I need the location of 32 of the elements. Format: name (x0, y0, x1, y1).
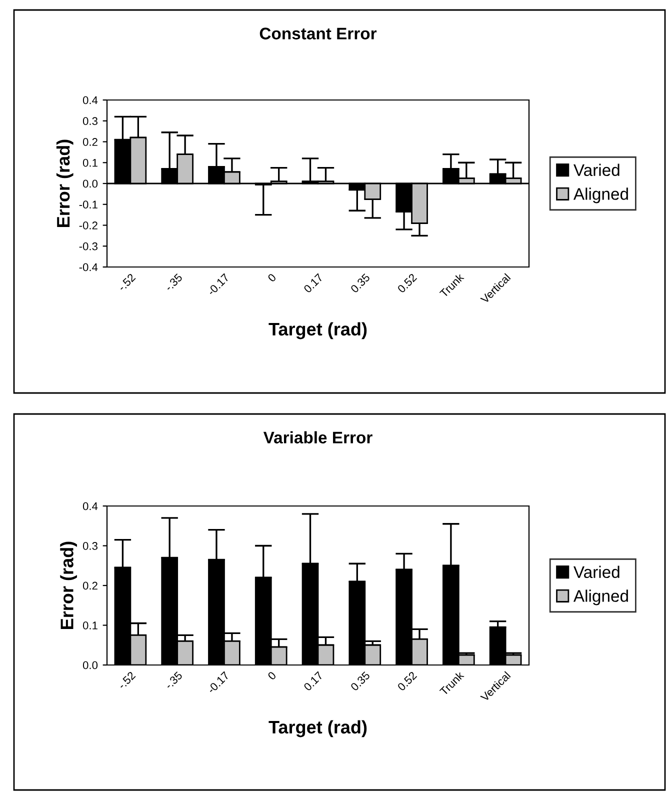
x-tick-label: 0.52 (397, 273, 418, 294)
y-tick-label: 0.0 (82, 661, 98, 670)
y-tick-label: 0.4 (82, 96, 98, 104)
x-axis-title: Target (rad) (268, 322, 367, 340)
y-tick-label: 0.1 (82, 622, 98, 630)
y-axis-title: Error (rad) (56, 140, 74, 227)
x-tick-label: -.52 (117, 273, 136, 292)
y-tick-label: -0.1 (79, 200, 98, 209)
y-tick-label: 0.2 (82, 138, 98, 146)
y-tick-label: 0.1 (82, 158, 98, 167)
x-axis-title: Target (rad) (268, 720, 367, 738)
legend-label: Varied (574, 566, 620, 578)
x-tick-label: -.35 (164, 273, 183, 292)
x-tick-label: 0 (267, 671, 277, 680)
legend-label: Aligned (573, 590, 628, 606)
x-tick-label: -.52 (117, 671, 136, 690)
x-tick-label: -.35 (164, 671, 183, 690)
y-tick-label: 0.3 (82, 542, 98, 550)
chart-title: Variable Error (263, 431, 372, 444)
y-tick-label: 0.2 (82, 582, 98, 590)
y-tick-label: -0.2 (79, 222, 98, 230)
y-tick-label: 0.4 (82, 502, 98, 510)
x-tick-label: 0.52 (397, 671, 418, 692)
chart-title: Constant Error (260, 28, 377, 40)
y-tick-label: -0.3 (79, 242, 98, 250)
y-tick-label: 0.0 (82, 180, 98, 188)
y-tick-label: 0.3 (82, 117, 98, 126)
x-tick-label: 0 (267, 273, 277, 282)
y-tick-label: -0.4 (79, 263, 98, 272)
y-axis-title: Error (rad) (60, 542, 77, 629)
legend-label: Aligned (573, 188, 628, 204)
legend-label: Varied (574, 164, 620, 176)
